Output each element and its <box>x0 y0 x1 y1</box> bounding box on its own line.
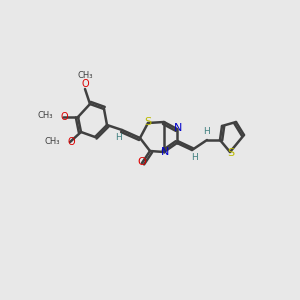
Text: CH₃: CH₃ <box>38 112 53 121</box>
Text: N: N <box>161 147 169 157</box>
Text: O: O <box>81 79 89 89</box>
Text: S: S <box>227 148 235 158</box>
Text: N: N <box>174 123 182 133</box>
Text: O: O <box>67 137 75 147</box>
Text: CH₃: CH₃ <box>44 136 60 146</box>
Text: H: H <box>115 133 122 142</box>
Text: S: S <box>144 117 152 127</box>
Text: O: O <box>138 157 146 167</box>
Text: H: H <box>192 152 198 161</box>
Text: O: O <box>60 112 68 122</box>
Text: H: H <box>202 128 209 136</box>
Text: CH₃: CH₃ <box>77 70 93 80</box>
